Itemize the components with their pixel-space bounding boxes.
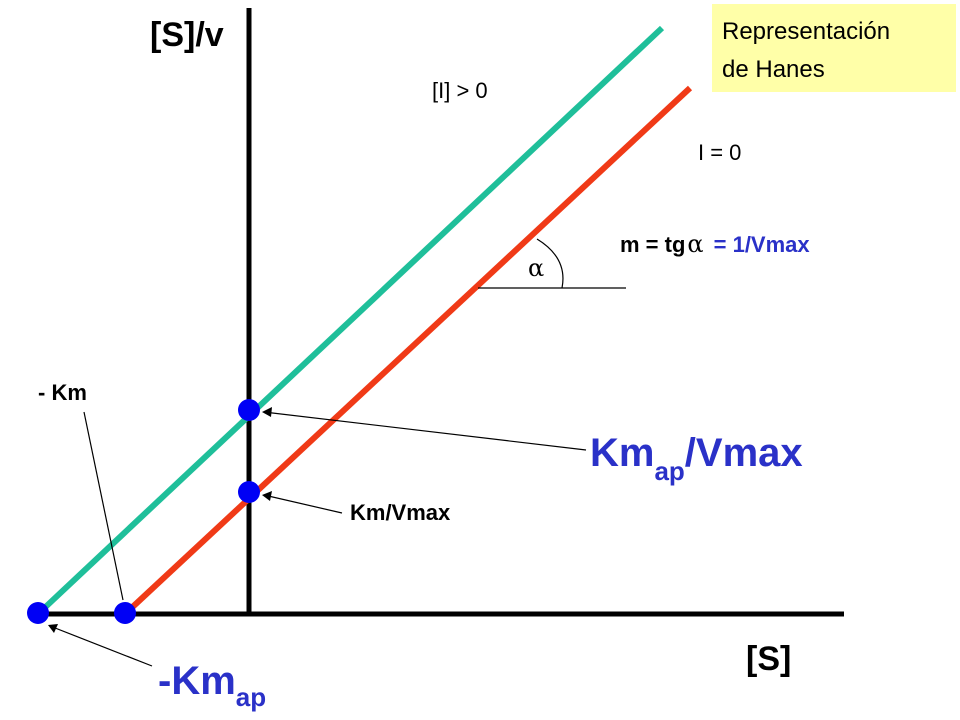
title-box: Representación de Hanes [712,4,956,92]
label-neg-kmap: -Kmap [158,659,266,712]
arrowhead-km-vmax [262,491,272,501]
label-uninhibited: I = 0 [698,140,741,165]
line-uninhibited [122,85,693,617]
slope-lhs: m = tg [620,232,685,257]
y-axis-label: [S]/v [150,16,224,54]
slope-rhs: = 1/Vmax [714,232,811,257]
x-axis-label: [S] [746,640,791,678]
arrowhead-neg-kmap [48,624,58,633]
label-inhibited: [I] > 0 [432,78,488,103]
title-line-1: Representación [722,18,891,45]
angle-arc [536,238,564,289]
angle-alpha-label: α [528,254,544,282]
arrow-kmap-vmax [263,411,587,451]
slope-formula: m = tgα = 1/Vmax [620,230,810,258]
point-km-vmax [238,481,260,503]
label-kmap-vmax: Kmap/Vmax [590,431,803,486]
label-neg-km: - Km [38,380,87,405]
point-neg-km [114,602,136,624]
point-kmap-vmax [238,399,260,421]
title-line-2: de Hanes [722,56,825,83]
line-inhibited [35,25,665,617]
arrowhead-kmap-vmax [262,407,272,417]
label-km-vmax: Km/Vmax [350,500,451,525]
arrow-km-vmax [263,494,343,514]
arrow-neg-kmap [49,625,153,667]
slope-alpha: α [687,230,703,258]
point-neg-kmap [27,602,49,624]
arrow-neg-km [83,411,124,601]
